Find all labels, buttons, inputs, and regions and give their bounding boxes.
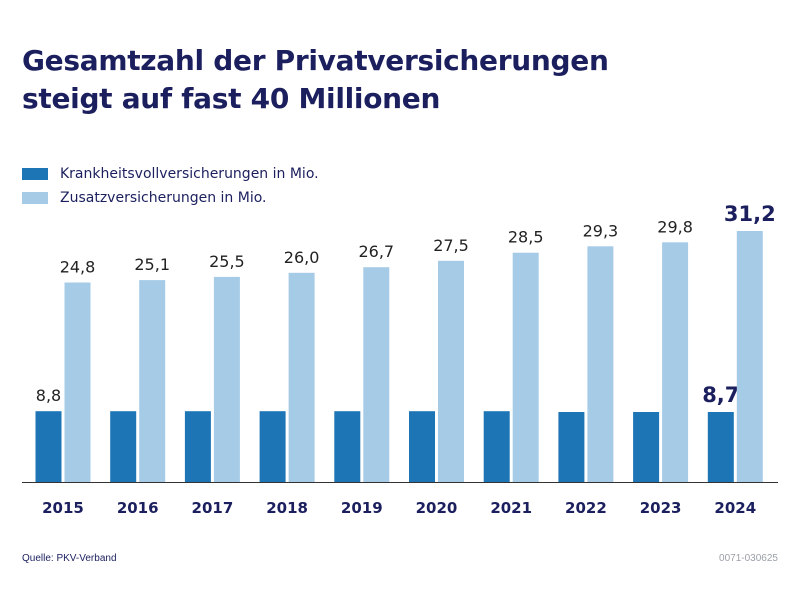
label-zusatz-2023: 29,8 [657,217,693,236]
bar-krankheitsvoll-2015 [35,411,62,482]
label-zusatz-2018: 26,0 [284,248,320,267]
source-note: Quelle: PKV-Verband [22,553,117,564]
label-zusatz-2020: 27,5 [433,236,469,255]
bar-krankheitsvoll-2016 [110,411,137,482]
bar-krankheitsvoll-2020 [409,411,435,482]
graphic-code: 0071-030625 [719,553,778,564]
x-tick-2015: 2015 [42,499,84,517]
title-line-1: Gesamtzahl der Privatversicherungen [22,44,609,77]
bar-zusatz-2015 [64,282,91,482]
bar-krankheitsvoll-2021 [483,411,510,482]
bar-krankheitsvoll-2017 [184,411,211,482]
x-tick-2020: 2020 [416,499,458,517]
legend-item-krankheitsvoll: Krankheitsvollversicherungen in Mio. [22,162,319,186]
bar-zusatz-2022 [587,246,614,482]
x-tick-2017: 2017 [192,499,234,517]
bar-krankheitsvoll-2018 [259,411,286,482]
label-krankheitsvoll-2015: 8,8 [36,386,61,405]
label-zusatz-2017: 25,5 [209,252,245,271]
bar-zusatz-2018 [288,272,315,482]
x-tick-2024: 2024 [714,499,756,517]
label-krankheitsvoll-2024: 8,7 [702,383,739,407]
bar-krankheitsvoll-2024 [707,412,734,482]
legend: Krankheitsvollversicherungen in Mio. Zus… [22,162,319,210]
x-tick-2022: 2022 [565,499,607,517]
legend-label-krankheitsvoll: Krankheitsvollversicherungen in Mio. [60,166,319,182]
bar-krankheitsvoll-2019 [334,411,361,482]
x-tick-2023: 2023 [640,499,682,517]
label-zusatz-2016: 25,1 [134,255,170,274]
title-line-2: steigt auf fast 40 Millionen [22,82,441,115]
x-tick-2016: 2016 [117,499,159,517]
bar-zusatz-2021 [512,252,539,482]
legend-swatch-light [22,192,48,204]
bar-zusatz-2023 [662,242,689,482]
legend-item-zusatz: Zusatzversicherungen in Mio. [22,186,319,210]
label-zusatz-2021: 28,5 [508,228,544,247]
chart-title: Gesamtzahl der Privatversicherungen stei… [22,42,782,118]
legend-swatch-dark [22,168,48,180]
label-zusatz-2015: 24,8 [60,258,96,277]
label-zusatz-2024: 31,2 [724,202,776,226]
label-zusatz-2022: 29,3 [583,221,619,240]
x-tick-2018: 2018 [266,499,308,517]
bar-zusatz-2017 [213,276,240,482]
x-tick-2021: 2021 [490,499,532,517]
legend-label-zusatz: Zusatzversicherungen in Mio. [60,190,267,206]
bar-zusatz-2024 [736,231,763,482]
bar-zusatz-2019 [363,267,390,482]
bar-krankheitsvoll-2023 [633,412,660,482]
x-tick-2019: 2019 [341,499,383,517]
bar-zusatz-2016 [139,280,166,482]
bar-zusatz-2020 [438,260,464,482]
label-zusatz-2019: 26,7 [358,242,394,261]
bar-krankheitsvoll-2022 [558,412,585,482]
